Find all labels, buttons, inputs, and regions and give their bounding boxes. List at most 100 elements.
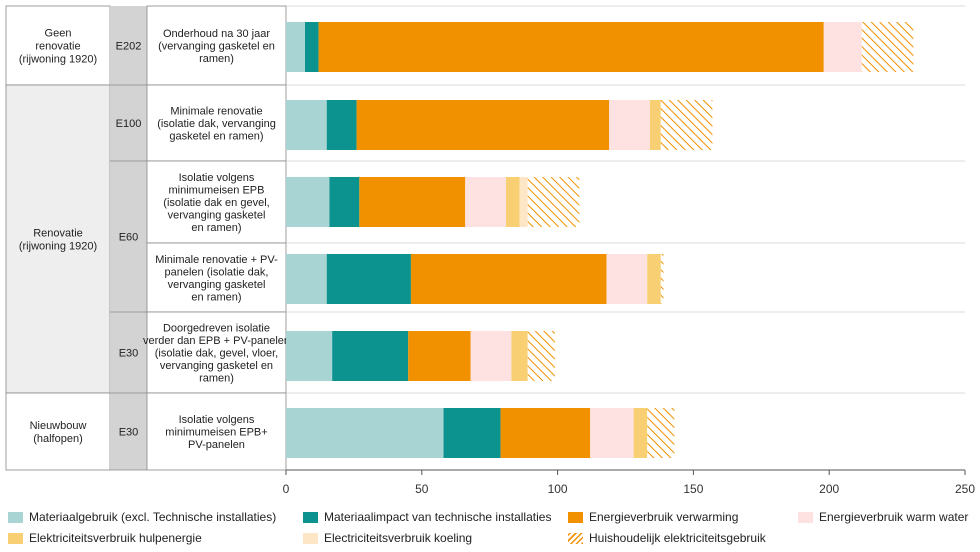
bar-segment <box>590 408 634 458</box>
scenario-label-line: (isolatie dak, gevel, vloer, <box>155 348 279 360</box>
legend-swatch <box>568 511 583 523</box>
bar-segment <box>410 254 607 304</box>
label-table: Geen renovatie (rijwoning 1920) Renovatie (r… <box>5 5 290 471</box>
bar-segment <box>500 408 591 458</box>
bar-segment <box>527 331 555 381</box>
legend-swatch <box>303 532 318 544</box>
plot-area <box>286 5 965 471</box>
scenario-cell <box>146 160 287 244</box>
level-label: E202 <box>116 41 142 53</box>
bar-segment <box>647 408 675 458</box>
bar-segment <box>633 408 648 458</box>
bar-segment <box>305 22 319 72</box>
bar-segment <box>286 254 327 304</box>
x-tick-label: 200 <box>819 482 839 496</box>
legend-swatch <box>798 511 813 523</box>
legend-label: Electriciteitsverbruik koeling <box>324 531 473 545</box>
scenario-label-line: Isolatie volgens <box>179 172 255 184</box>
level-label: E30 <box>119 427 139 439</box>
group-label-line: Nieuwbouw <box>30 420 87 432</box>
level-label: E100 <box>116 118 142 130</box>
bar-segment <box>356 100 610 150</box>
bar-segment <box>660 100 713 150</box>
legend-item: Electriciteitsverbruik koeling <box>303 531 472 545</box>
scenario-label-line: panelen (isolatie dak, <box>165 266 269 278</box>
scenario-label: Minimale renovatie (isolatie dak, vervang… <box>157 106 276 143</box>
bar-segment <box>470 331 512 381</box>
scenario-label-line: (isolatie dak en gevel, <box>163 197 269 209</box>
bar-segment <box>286 331 333 381</box>
bar-segment <box>519 177 528 227</box>
group-label: Renovatie (rijwoning 1920) <box>19 228 97 253</box>
bar-segment <box>408 331 471 381</box>
bar-segment <box>286 22 306 72</box>
bar-segment <box>649 100 661 150</box>
bar-segment <box>606 254 648 304</box>
scenario-label-line: (vervanging gasketel en <box>158 41 275 53</box>
bar-segment <box>861 22 914 72</box>
scenario-label-line: en ramen) <box>191 291 241 303</box>
legend-swatch <box>303 511 318 523</box>
scenario-label: Doorgedreven isolatie verder dan EPB + PV… <box>143 323 290 385</box>
bar-segment <box>505 177 520 227</box>
legend-label: Energieverbruik warm water <box>819 510 969 524</box>
bar-segment <box>326 100 357 150</box>
scenario-label-line: minimumeisen EPB+ <box>165 427 267 439</box>
scenario-cell <box>146 242 287 313</box>
group-label: Nieuwbouw (halfopen) <box>30 420 87 445</box>
bar-segment <box>823 22 862 72</box>
legend-swatch <box>8 511 23 523</box>
group-label: Geen renovatie (rijwoning 1920) <box>19 28 97 66</box>
bar-segment <box>359 177 466 227</box>
scenario-label-line: vervanging gasketel <box>168 279 266 291</box>
scenario-cell <box>146 84 287 162</box>
bar-segment <box>609 100 650 150</box>
stacked-bar-chart: Geen renovatie (rijwoning 1920) Renovatie (r… <box>5 5 975 496</box>
scenario-label-line: ramen) <box>199 53 234 65</box>
legend-label: Energieverbruik verwarming <box>589 510 739 524</box>
legend-swatch <box>568 532 583 544</box>
bars <box>286 22 914 458</box>
legend-label: Materiaalgebruik (excl. Technische insta… <box>29 510 277 524</box>
x-tick-label: 0 <box>283 482 290 496</box>
bar-segment <box>660 254 664 304</box>
level-label: E30 <box>119 348 139 360</box>
bar-segment <box>332 331 409 381</box>
bar-segment <box>443 408 501 458</box>
scenario-label-line: Minimale renovatie <box>170 106 262 118</box>
scenario-label: Minimale renovatie + PV-panelen (isolati… <box>155 254 278 304</box>
group-label-line: renovatie <box>35 41 80 53</box>
bar-segment <box>329 177 360 227</box>
group-cell <box>5 392 111 471</box>
scenario-label-line: Isolatie volgens <box>179 414 255 426</box>
scenario-label-line: Minimale renovatie + PV- <box>155 254 278 266</box>
bar-segment <box>465 177 506 227</box>
scenario-label-line: minimumeisen EPB <box>169 185 265 197</box>
level-label: E60 <box>119 232 139 244</box>
legend-item: Materiaalgebruik (excl. Technische insta… <box>8 510 276 524</box>
x-tick-label: 50 <box>415 482 429 496</box>
legend-item: Huishoudelijk elektriciteitsgebruik <box>568 531 766 545</box>
legend-label: Elektriciteitsverbruik hulpenergie <box>29 531 202 545</box>
legend-item: Energieverbruik verwarming <box>568 510 738 524</box>
legend-item: Energieverbruik warm water <box>798 510 968 524</box>
scenario-label: Isolatie volgens minimumeisen EPB+ PV-pane… <box>165 414 267 451</box>
bar-segment <box>286 408 444 458</box>
x-tick-label: 250 <box>955 482 975 496</box>
scenario-label-line: gasketel en ramen) <box>169 131 263 143</box>
x-tick-label: 150 <box>683 482 703 496</box>
scenario-label-line: PV-panelen <box>188 439 245 451</box>
bar-segment <box>647 254 661 304</box>
scenario-label-line: Onderhoud na 30 jaar <box>163 28 270 40</box>
bar-segment <box>527 177 580 227</box>
scenario-label: Onderhoud na 30 jaar (vervanging gasketel… <box>158 28 275 65</box>
bar-segment <box>286 100 327 150</box>
legend-label: Huishoudelijk elektriciteitsgebruik <box>589 531 766 545</box>
group-label-line: (halfopen) <box>33 433 83 445</box>
scenario-label-line: verder dan EPB + PV-panelen <box>143 335 290 347</box>
scenario-label: Isolatie volgens minimumeisen EPB (isolati… <box>163 172 269 234</box>
legend-swatch <box>8 532 23 544</box>
scenario-label-line: Doorgedreven isolatie <box>163 323 270 335</box>
legend-item: Materiaalimpact van technische installat… <box>303 510 551 524</box>
group-label-line: (rijwoning 1920) <box>19 241 97 253</box>
